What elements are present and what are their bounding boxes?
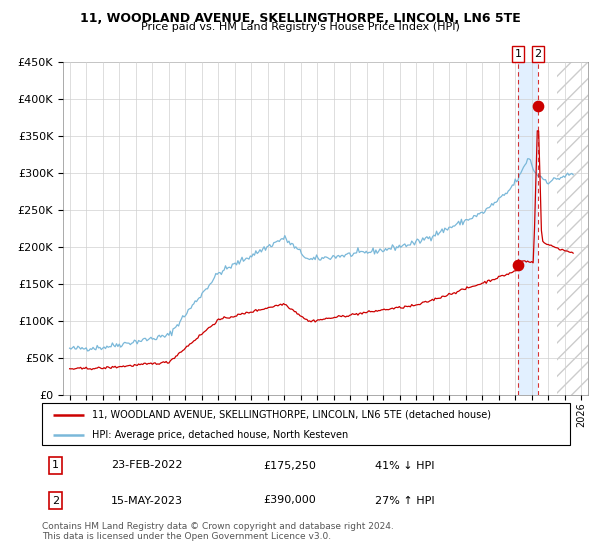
Text: Contains HM Land Registry data © Crown copyright and database right 2024.
This d: Contains HM Land Registry data © Crown c… bbox=[42, 522, 394, 542]
Text: Price paid vs. HM Land Registry's House Price Index (HPI): Price paid vs. HM Land Registry's House … bbox=[140, 22, 460, 32]
Text: 2: 2 bbox=[535, 49, 542, 59]
Text: 1: 1 bbox=[514, 49, 521, 59]
Text: 41% ↓ HPI: 41% ↓ HPI bbox=[374, 460, 434, 470]
Text: 23-FEB-2022: 23-FEB-2022 bbox=[110, 460, 182, 470]
Point bbox=[513, 260, 523, 269]
Text: 11, WOODLAND AVENUE, SKELLINGTHORPE, LINCOLN, LN6 5TE (detached house): 11, WOODLAND AVENUE, SKELLINGTHORPE, LIN… bbox=[92, 410, 491, 420]
Text: HPI: Average price, detached house, North Kesteven: HPI: Average price, detached house, Nort… bbox=[92, 430, 349, 440]
Text: £390,000: £390,000 bbox=[264, 496, 317, 506]
Bar bbox=[518, 62, 538, 395]
Text: 1: 1 bbox=[52, 460, 59, 470]
Bar bbox=[557, 62, 600, 395]
Text: 27% ↑ HPI: 27% ↑ HPI bbox=[374, 496, 434, 506]
Text: £175,250: £175,250 bbox=[264, 460, 317, 470]
Point bbox=[533, 101, 543, 110]
Text: 2: 2 bbox=[52, 496, 59, 506]
Text: 11, WOODLAND AVENUE, SKELLINGTHORPE, LINCOLN, LN6 5TE: 11, WOODLAND AVENUE, SKELLINGTHORPE, LIN… bbox=[80, 12, 520, 25]
Text: 15-MAY-2023: 15-MAY-2023 bbox=[110, 496, 182, 506]
